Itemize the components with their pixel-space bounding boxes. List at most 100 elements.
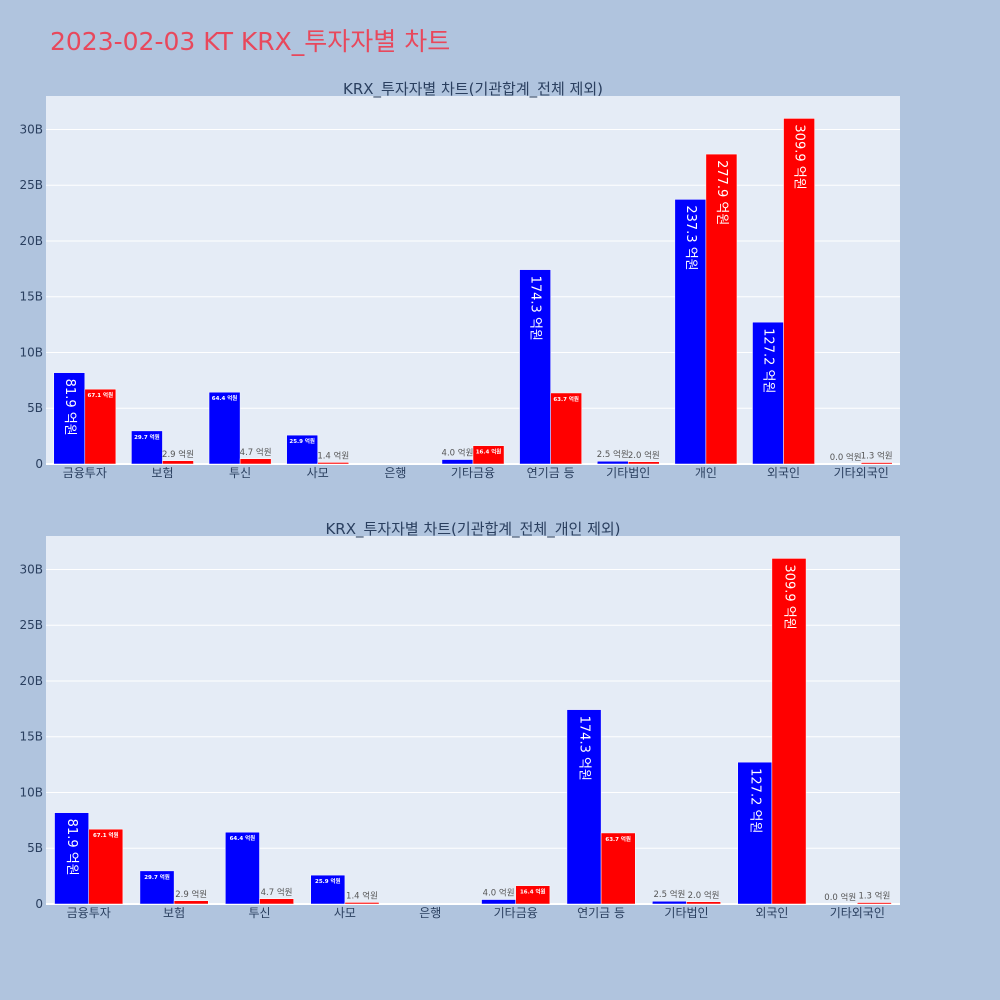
- data-label: 29.7 억원: [134, 433, 160, 441]
- data-label: 67.1 억원: [93, 831, 119, 839]
- sell-bar: [686, 901, 721, 905]
- y-tick-label: 5B: [27, 841, 43, 855]
- x-tick-label: 은행: [384, 465, 406, 480]
- data-label: 4.0 억원: [442, 448, 474, 459]
- sell-bar: [628, 461, 660, 465]
- y-tick-label: 10B: [19, 785, 43, 799]
- x-tick-label: 기타법인: [606, 466, 650, 480]
- chart-2: KRX_투자자별 차트(기관합계_전체_개인 제외) 0 5B 10B 15B 20B 25…: [19, 520, 900, 920]
- y-tick-label: 0: [35, 457, 43, 471]
- x-tick-label: 연기금 등: [527, 466, 575, 480]
- sell-bar: [771, 558, 807, 905]
- data-label: 1.4 억원: [346, 890, 378, 901]
- x-tick-label: 은행: [419, 905, 441, 920]
- sell-bar: [550, 392, 582, 465]
- sell-bar: [515, 885, 551, 905]
- x-tick-label: 기타외국인: [830, 906, 885, 920]
- data-label: 174.3 억원: [528, 276, 543, 341]
- data-label: 237.3 억원: [683, 205, 698, 270]
- data-label: 4.7 억원: [240, 447, 272, 458]
- buy-bar: [519, 269, 551, 465]
- sell-bar: [705, 153, 738, 465]
- buy-bar: [53, 372, 86, 465]
- buy-bar: [674, 199, 707, 465]
- sell-bar: [317, 462, 350, 465]
- x-tick-label: 투신: [229, 466, 251, 480]
- data-label: 67.1 억원: [88, 391, 114, 399]
- data-label: 29.7 억원: [144, 873, 170, 881]
- sell-bar: [857, 902, 892, 905]
- data-label: 0.0 억원: [824, 892, 856, 903]
- y-tick-label: 30B: [19, 122, 43, 136]
- buy-bar: [286, 434, 318, 465]
- data-label: 0.0 억원: [830, 452, 862, 463]
- data-label: 25.9 억원: [315, 877, 341, 885]
- y-tick-label: 25B: [19, 178, 43, 192]
- data-label: 25.9 억원: [289, 437, 315, 445]
- y-tick-label: 25B: [19, 618, 43, 632]
- data-label: 309.9 억원: [792, 124, 807, 189]
- data-label: 81.9 억원: [62, 379, 77, 436]
- x-tick-label: 보험: [151, 466, 173, 480]
- sell-bar: [88, 828, 124, 905]
- y-tick-label: 20B: [19, 674, 43, 688]
- x-tick-label: 개인: [695, 466, 717, 480]
- data-label: 2.0 억원: [688, 890, 720, 901]
- data-label: 2.5 억원: [597, 449, 629, 460]
- data-label: 64.4 억원: [230, 834, 256, 842]
- buy-bar: [310, 874, 346, 905]
- data-label: 2.0 억원: [628, 450, 660, 461]
- data-label: 63.7 억원: [605, 835, 631, 843]
- x-tick-label: 기타외국인: [834, 466, 889, 480]
- x-tick-label: 기타금융: [494, 906, 538, 920]
- sell-bar: [173, 900, 209, 905]
- data-label: 174.3 억원: [577, 716, 592, 781]
- data-label: 2.9 억원: [162, 449, 194, 460]
- buy-bar: [54, 812, 89, 905]
- x-tick-label: 금융투자: [67, 906, 111, 920]
- data-label: 4.0 억원: [483, 888, 515, 899]
- chart-title: KRX_투자자별 차트(기관합계_전체_개인 제외): [325, 520, 620, 539]
- sell-bar: [84, 388, 117, 465]
- data-label: 127.2 억원: [761, 328, 776, 393]
- buy-bar: [139, 870, 175, 905]
- x-tick-label: 투신: [248, 906, 270, 920]
- buy-bar: [225, 831, 260, 905]
- buy-bar: [441, 459, 474, 465]
- buy-bar: [131, 430, 163, 465]
- x-tick-label: 사모: [307, 466, 329, 480]
- x-tick-label: 사모: [334, 906, 356, 920]
- y-tick-label: 0: [35, 897, 43, 911]
- data-label: 2.9 억원: [175, 889, 207, 900]
- y-tick-label: 10B: [19, 345, 43, 359]
- data-label: 63.7 억원: [553, 395, 579, 403]
- sell-bar: [239, 458, 272, 465]
- page-title: 2023-02-03 KT KRX_투자자별 차트: [50, 27, 451, 56]
- buy-bar: [737, 761, 773, 905]
- data-label: 4.7 억원: [261, 887, 293, 898]
- buy-bar: [652, 900, 687, 905]
- sell-bar: [344, 902, 380, 905]
- chart-1: KRX_투자자별 차트(기관합계_전체 제외) 0 5B 10B 15B 20B 25B 30…: [19, 80, 900, 480]
- x-tick-label: 기타금융: [451, 466, 495, 480]
- data-label: 1.4 억원: [317, 450, 349, 461]
- chart-title: KRX_투자자별 차트(기관합계_전체 제외): [343, 80, 603, 99]
- y-tick-label: 30B: [19, 562, 43, 576]
- x-tick-label: 금융투자: [63, 466, 107, 480]
- x-tick-label: 외국인: [755, 906, 788, 920]
- sell-bar: [259, 898, 294, 905]
- data-label: 16.4 억원: [476, 448, 502, 456]
- y-tick-label: 20B: [19, 234, 43, 248]
- sell-bar: [162, 460, 194, 465]
- data-label: 1.3 억원: [861, 451, 893, 462]
- y-tick-label: 15B: [19, 290, 43, 304]
- data-label: 277.9 억원: [714, 160, 729, 225]
- data-label: 81.9 억원: [64, 819, 79, 876]
- data-label: 2.5 억원: [653, 889, 685, 900]
- sell-bar: [860, 462, 893, 465]
- sell-bar: [783, 118, 815, 465]
- buy-bar: [596, 460, 629, 465]
- x-tick-label: 연기금 등: [577, 906, 625, 920]
